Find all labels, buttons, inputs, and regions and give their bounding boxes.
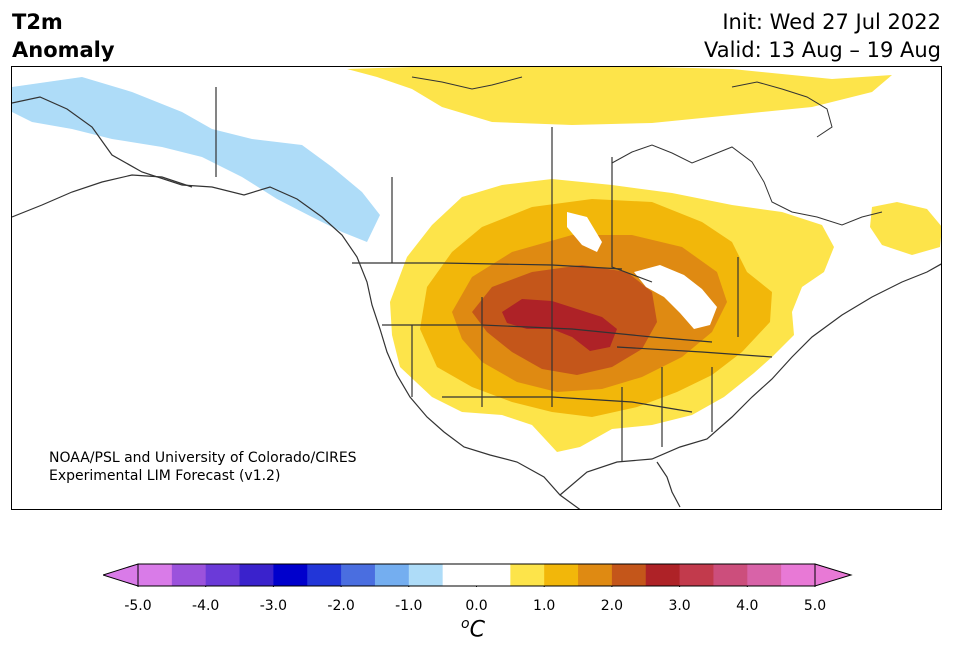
colorbar-tick-label: 5.0 (803, 598, 827, 614)
credit-line-1: NOAA/PSL and University of Colorado/CIRE… (49, 450, 357, 466)
colorbar-segment (747, 564, 782, 586)
colorbar-segment (205, 564, 241, 586)
coastline-detail (411, 76, 883, 226)
colorbar-tick-label: -1.0 (395, 598, 423, 614)
valid-range: Valid: 13 Aug – 19 Aug (703, 38, 941, 62)
variable-title: T2m (12, 10, 63, 34)
colorbar-tick-label: 4.0 (736, 598, 759, 614)
colorbar-segment (713, 564, 748, 586)
colorbar-tick-label: 0.0 (465, 598, 488, 614)
date-block: Init: Wed 27 Jul 2022 Valid: 13 Aug – 19… (704, 8, 941, 64)
colorbar-segment (544, 564, 579, 586)
credit-line-2: Experimental LIM Forecast (v1.2) (49, 468, 281, 484)
colorbar-unit: oC (461, 616, 485, 642)
anomaly-map (12, 67, 941, 509)
colorbar-segment (476, 564, 511, 586)
title-block: T2m Anomaly (12, 8, 115, 64)
colorbar-segment (273, 564, 308, 586)
colorbar-segment (442, 564, 477, 586)
warm-anomaly-contours (347, 67, 941, 452)
colorbar-tick-label: -2.0 (327, 598, 355, 614)
colorbar-tick-label: -4.0 (192, 598, 220, 614)
colorbar-under-arrow (103, 563, 139, 587)
colorbar-segment (171, 564, 207, 586)
colorbar-tick-label: 2.0 (600, 598, 624, 614)
colorbar-tick-label: 1.0 (533, 598, 556, 614)
colorbar-tick-label: -5.0 (124, 598, 152, 614)
unit-letter: C (469, 617, 485, 643)
init-date: Init: Wed 27 Jul 2022 (722, 10, 941, 34)
colorbar-tick-label: 3.0 (668, 598, 691, 614)
unit-degree: o (461, 616, 470, 632)
colorbar-segment (781, 564, 816, 586)
map-boundaries (12, 87, 941, 509)
colorbar-segment (239, 564, 274, 586)
colorbar-segment (645, 564, 681, 586)
colorbar-segment (307, 564, 342, 586)
colorbar-segment (374, 564, 410, 586)
colorbar-segment (679, 564, 714, 586)
colorbar-segment (510, 564, 545, 586)
anomaly-subtitle: Anomaly (12, 38, 115, 62)
colorbar-over-arrow (814, 563, 853, 587)
map-panel (11, 66, 942, 510)
colorbar-segment (341, 564, 376, 586)
credit-text: NOAA/PSL and University of Colorado/CIRE… (49, 449, 357, 485)
cool-anomaly-region (12, 77, 380, 242)
colorbar-segment (138, 564, 173, 586)
colorbar (103, 563, 853, 587)
colorbar-segment (611, 564, 647, 586)
colorbar-segment (408, 564, 444, 586)
colorbar-tick-label: -3.0 (259, 598, 288, 614)
colorbar-segment (578, 564, 613, 586)
